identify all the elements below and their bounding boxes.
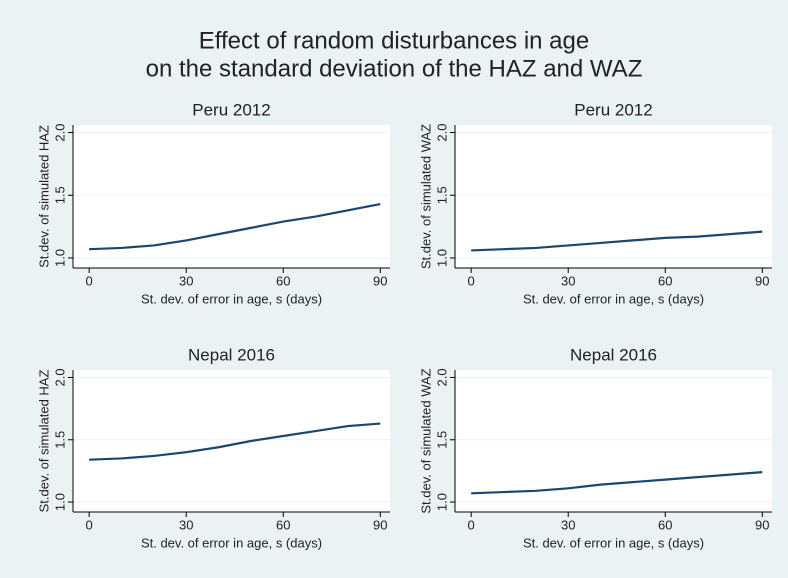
x-tick-label: 0 <box>86 517 93 532</box>
y-tick-label: 2.0 <box>52 123 67 141</box>
figure-title: on the standard deviation of the HAZ and… <box>146 55 643 82</box>
y-tick-label: 2.0 <box>434 123 449 141</box>
x-tick-label: 0 <box>468 273 475 288</box>
x-tick-label: 30 <box>179 517 193 532</box>
plot-area <box>73 125 390 268</box>
x-axis-label: St. dev. of error in age, s (days) <box>141 535 322 550</box>
x-tick-label: 30 <box>561 273 575 288</box>
y-tick-label: 1.0 <box>52 493 67 511</box>
y-tick-label: 1.0 <box>434 249 449 267</box>
y-tick-label: 1.5 <box>52 431 67 449</box>
y-tick-label: 1.5 <box>52 186 67 204</box>
y-tick-label: 2.0 <box>52 368 67 386</box>
x-axis-label: St. dev. of error in age, s (days) <box>523 291 704 306</box>
x-tick-label: 60 <box>658 517 672 532</box>
y-tick-label: 1.0 <box>52 249 67 267</box>
y-tick-label: 1.5 <box>434 186 449 204</box>
x-tick-label: 90 <box>755 273 769 288</box>
y-tick-label: 1.5 <box>434 431 449 449</box>
x-axis-label: St. dev. of error in age, s (days) <box>141 291 322 306</box>
x-tick-label: 0 <box>86 273 93 288</box>
x-tick-label: 30 <box>561 517 575 532</box>
panel-title: Nepal 2016 <box>188 345 275 364</box>
line <box>89 422 381 461</box>
x-tick-label: 90 <box>373 273 387 288</box>
y-tick-label: 1.0 <box>434 493 449 511</box>
line <box>471 230 763 252</box>
plot-area <box>73 370 390 512</box>
line <box>471 471 763 495</box>
x-tick-label: 90 <box>373 517 387 532</box>
y-axis-label: St.dev. of simulated WAZ <box>418 368 433 513</box>
line <box>89 202 381 251</box>
x-axis-label: St. dev. of error in age, s (days) <box>523 535 704 550</box>
x-tick-label: 30 <box>179 273 193 288</box>
x-tick-label: 60 <box>276 273 290 288</box>
plot-area <box>455 370 772 512</box>
y-axis-label: St.dev. of simulated HAZ <box>36 125 51 268</box>
panel-title: Peru 2012 <box>574 100 652 119</box>
y-tick-label: 2.0 <box>434 368 449 386</box>
x-tick-label: 0 <box>468 517 475 532</box>
y-axis-label: St.dev. of simulated HAZ <box>36 370 51 513</box>
plot-area <box>455 125 772 268</box>
panel-title: Nepal 2016 <box>570 345 657 364</box>
y-axis-label: St.dev. of simulated WAZ <box>418 124 433 269</box>
panel-title: Peru 2012 <box>192 100 270 119</box>
x-tick-label: 90 <box>755 517 769 532</box>
x-tick-label: 60 <box>276 517 290 532</box>
x-tick-label: 60 <box>658 273 672 288</box>
figure-title: Effect of random disturbances in age <box>199 27 589 54</box>
